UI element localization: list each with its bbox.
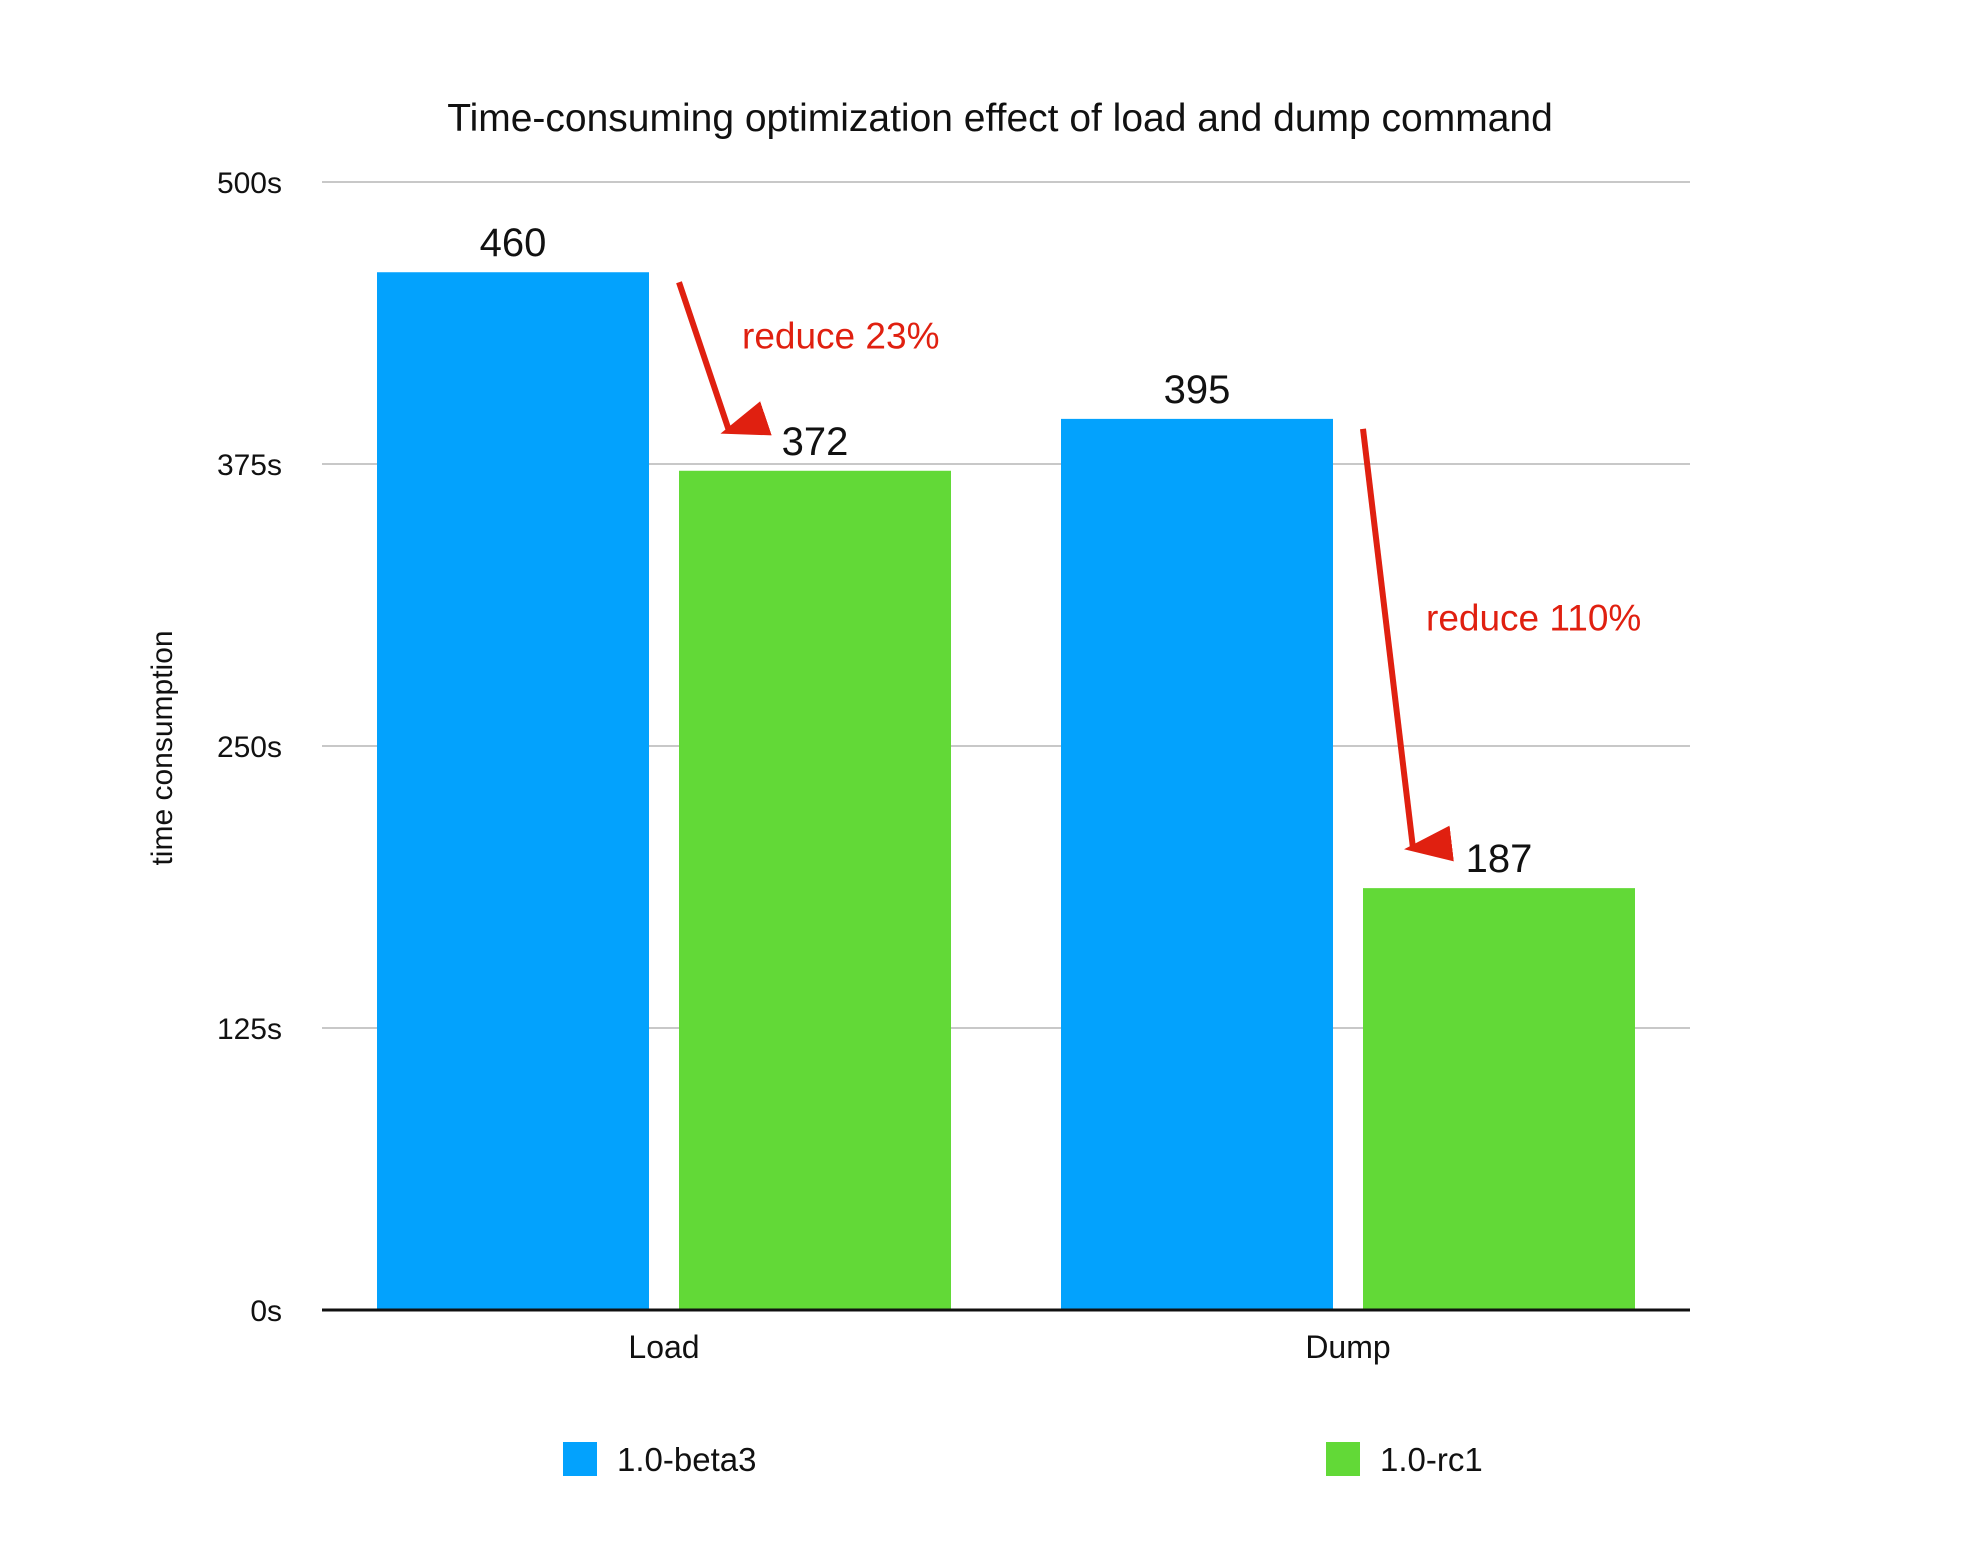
bars (377, 272, 1635, 1310)
annotations: reduce 23% reduce 110% (676, 281, 1641, 862)
chart-title: Time-consuming optimization effect of lo… (447, 97, 1553, 140)
bar-load-1-0-beta3 (377, 272, 649, 1310)
bar-dump-1-0-rc1 (1363, 888, 1635, 1310)
data-labels: 460 372 395 187 (480, 221, 1533, 881)
x-tick-label: Dump (1305, 1329, 1390, 1365)
annotation-arrow (676, 281, 772, 436)
data-label: 187 (1466, 837, 1533, 881)
y-tick-label: 0s (250, 1295, 282, 1328)
annotation-label: reduce 23% (742, 316, 939, 357)
data-label: 460 (480, 221, 547, 265)
legend: 1.0-beta3 1.0-rc1 (563, 1441, 1483, 1478)
y-tick-label: 500s (217, 167, 282, 200)
y-axis-ticks: 0s 125s 250s 375s 500s (217, 167, 282, 1328)
legend-label: 1.0-rc1 (1380, 1441, 1483, 1478)
y-tick-label: 250s (217, 731, 282, 764)
data-label: 395 (1164, 368, 1231, 412)
legend-swatch (563, 1442, 597, 1476)
x-tick-label: Load (628, 1329, 699, 1365)
legend-label: 1.0-beta3 (617, 1441, 756, 1478)
y-axis-label: time consumption (146, 630, 179, 865)
bar-load-1-0-rc1 (679, 470, 951, 1310)
y-tick-label: 375s (217, 449, 282, 482)
annotation-arrow (1360, 428, 1454, 862)
bar-dump-1-0-beta3 (1061, 418, 1333, 1310)
annotation-label: reduce 110% (1426, 598, 1641, 639)
x-axis-categories: Load Dump (628, 1329, 1390, 1365)
data-label: 372 (782, 420, 849, 464)
y-tick-label: 125s (217, 1013, 282, 1046)
legend-swatch (1326, 1442, 1360, 1476)
